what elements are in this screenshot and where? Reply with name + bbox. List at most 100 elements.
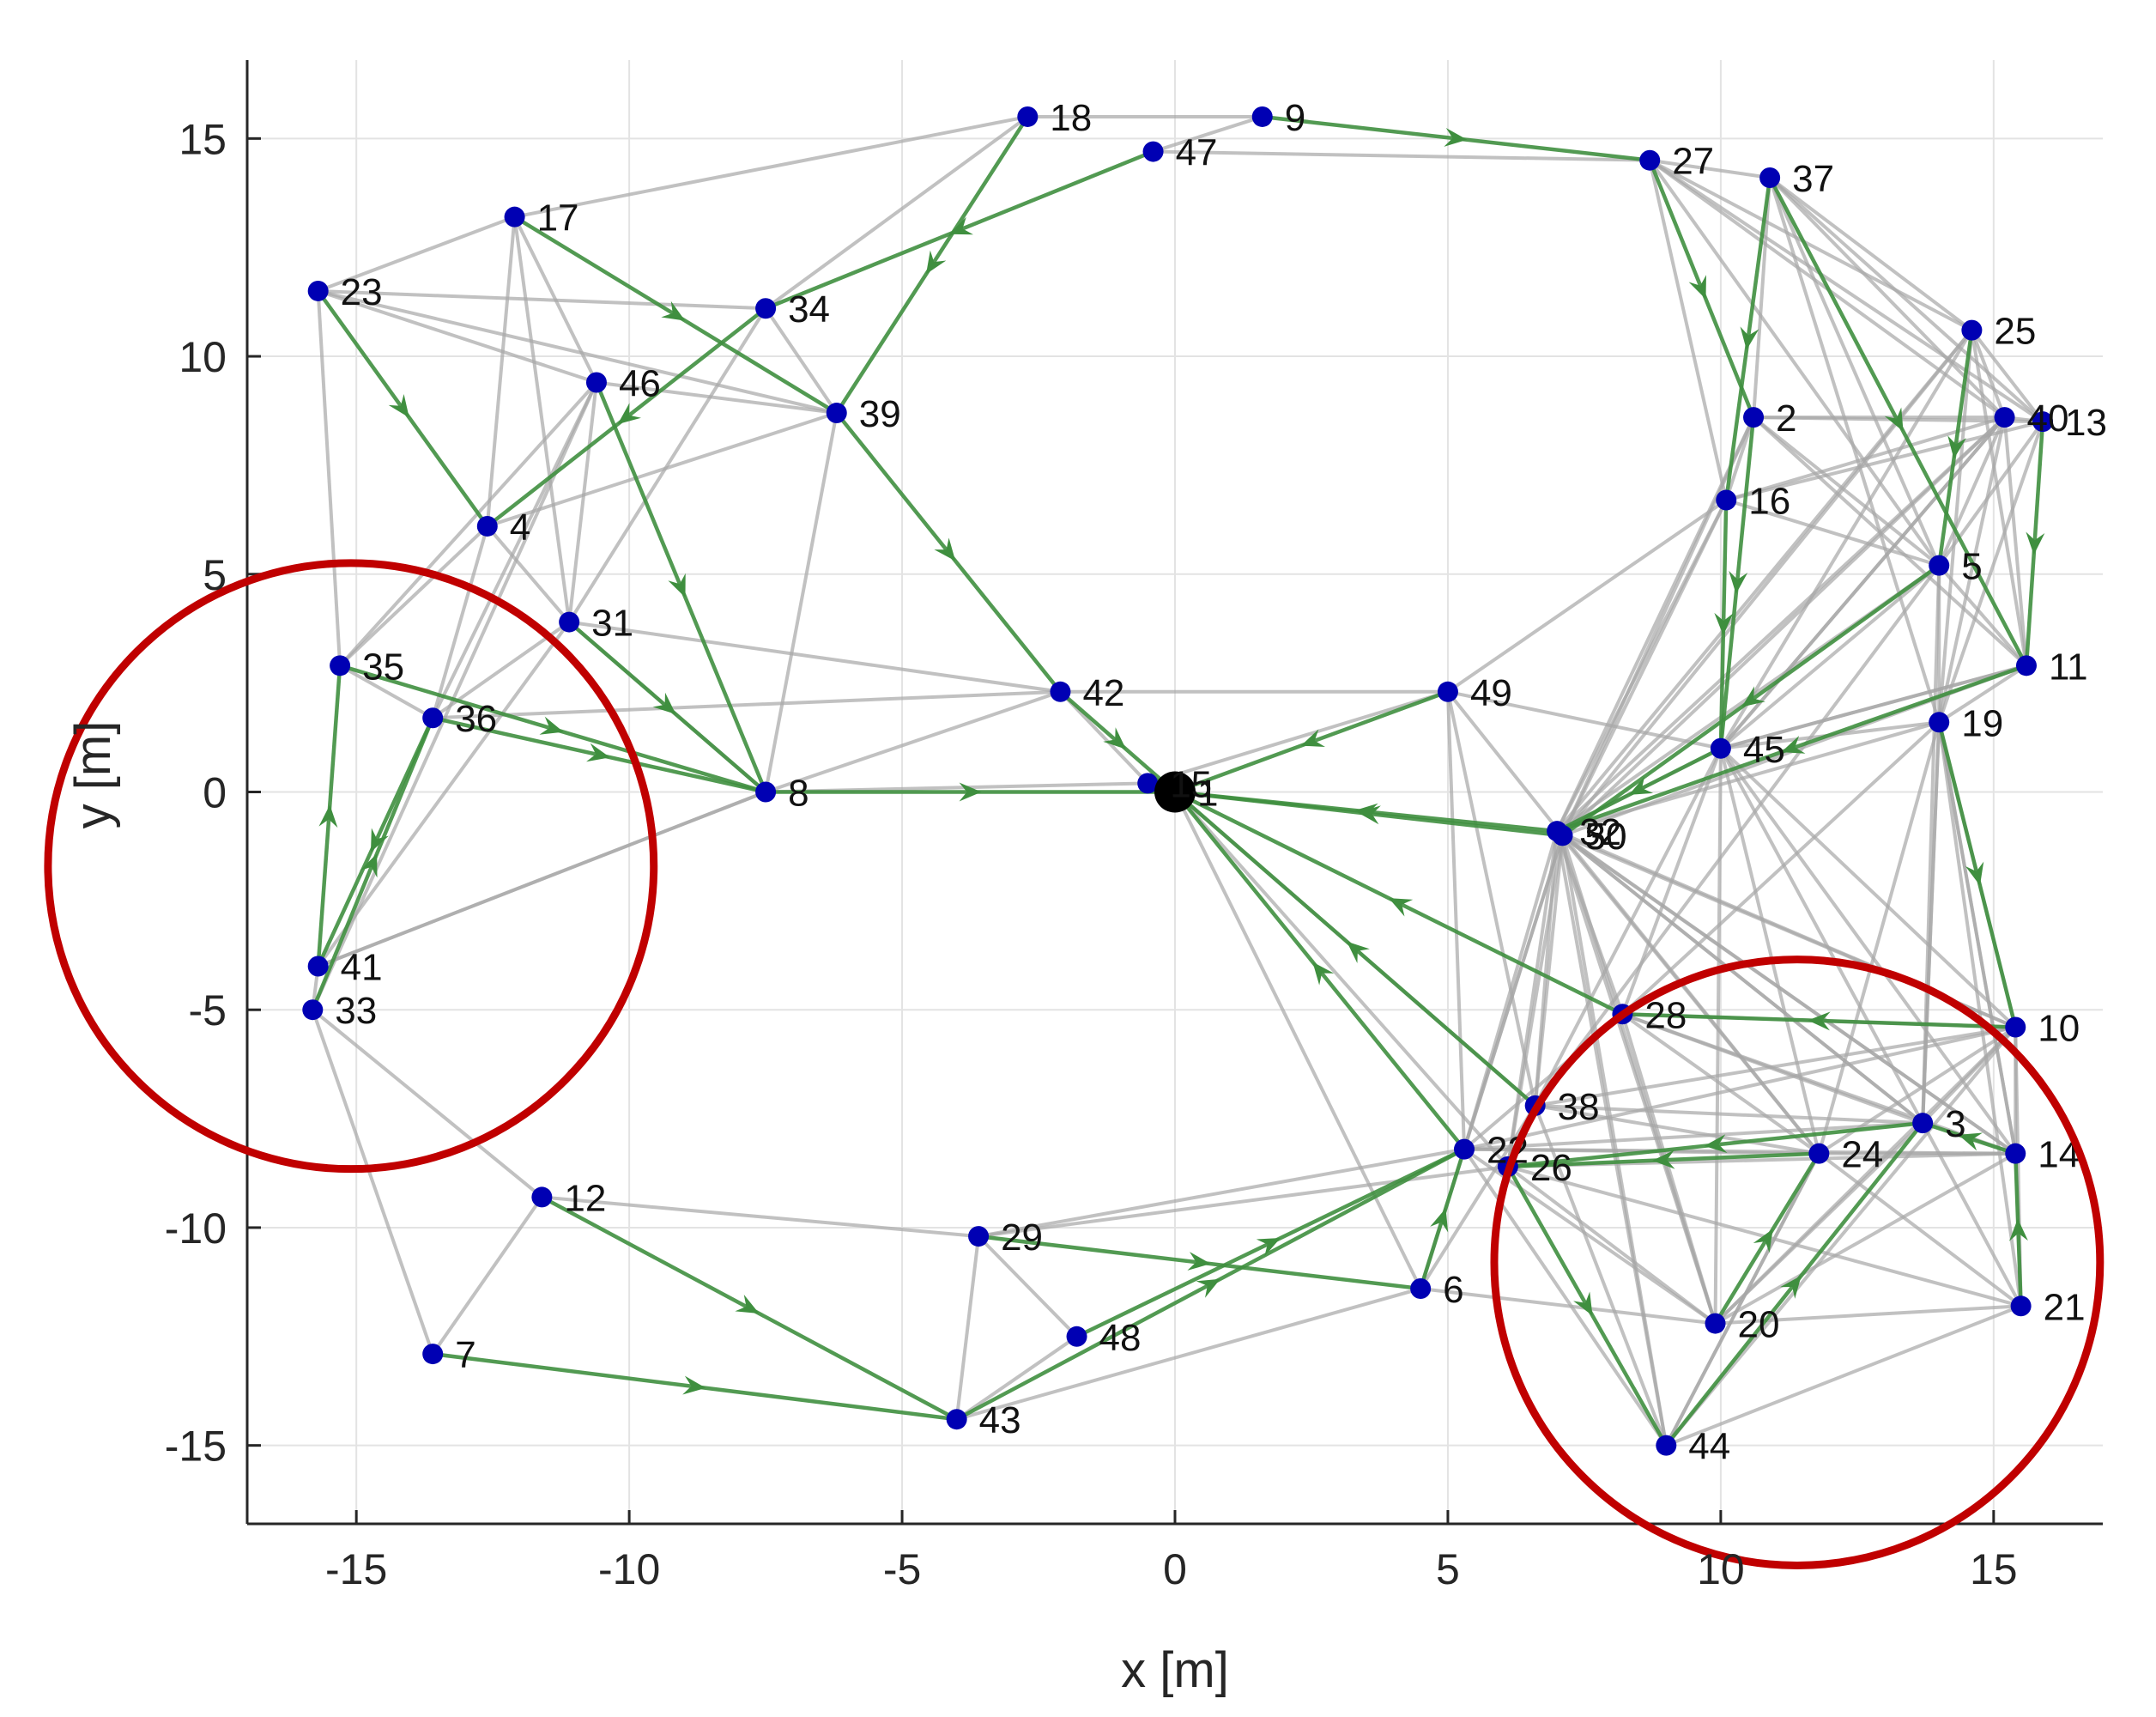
node-label: 6 — [1443, 1269, 1463, 1311]
mesh-edge — [2002, 416, 2028, 666]
mesh-edge — [1535, 1103, 1820, 1156]
tree-edge-arrow — [1196, 1278, 1220, 1298]
mesh-edge — [1153, 149, 1650, 162]
tree-edge-arrow — [948, 216, 974, 235]
tree-edge-arrow — [360, 853, 378, 878]
highlight-circles — [44, 559, 2105, 1569]
tree-edge-arrow — [1347, 941, 1370, 964]
mesh-edge — [318, 289, 597, 385]
node-label: 20 — [1738, 1304, 1780, 1346]
node-marker — [1017, 106, 1039, 127]
node-label: 48 — [1099, 1317, 1142, 1359]
mesh-edge — [1173, 791, 1422, 1289]
node-marker — [559, 611, 580, 633]
node-marker — [1743, 407, 1765, 428]
tree-edge-arrow — [959, 782, 982, 802]
node-label: 45 — [1743, 729, 1785, 771]
y-tick-label: -5 — [189, 986, 227, 1034]
mesh-edge — [338, 525, 489, 667]
y-tick-label: 10 — [179, 333, 227, 381]
mesh-edge — [1937, 416, 2007, 567]
mesh-edge — [487, 411, 838, 528]
mesh-edge — [1664, 1026, 2017, 1447]
mesh-edge — [1719, 416, 2007, 750]
mesh-edge — [1446, 690, 1565, 837]
mesh-edge — [1970, 329, 2044, 423]
mesh-edge — [1921, 565, 1941, 1124]
node-label: 31 — [591, 603, 633, 645]
node-label: 2 — [1776, 397, 1796, 440]
root-node-label: 1 — [1197, 773, 1218, 815]
mesh-edge — [1560, 834, 1820, 1155]
node-label: 33 — [335, 990, 377, 1032]
highlight-circle — [44, 559, 658, 1174]
mesh-edge — [1818, 1152, 2022, 1307]
node-marker — [302, 999, 324, 1021]
mesh-edge — [567, 382, 598, 622]
node-marker — [307, 280, 329, 301]
mesh-edge — [1718, 748, 1821, 1155]
x-tick-label: -5 — [883, 1545, 921, 1593]
mesh-edge — [318, 288, 766, 311]
mesh-edge — [1560, 834, 1668, 1446]
mesh-edge — [1648, 159, 1941, 567]
tree-edge-arrow — [925, 250, 947, 275]
tree-edge-arrow — [370, 828, 389, 852]
node-marker — [2005, 1143, 2026, 1164]
node-marker — [1912, 1113, 1934, 1134]
node-marker — [1929, 555, 1950, 576]
node-label: 13 — [2065, 402, 2107, 444]
mesh-edge — [311, 381, 598, 1011]
mesh-edge — [1560, 834, 1717, 1325]
mesh-edge — [764, 115, 1029, 310]
node-label: 17 — [537, 197, 579, 240]
node-label: 23 — [341, 271, 383, 313]
mesh-edge — [1447, 689, 1722, 750]
node-label: 47 — [1176, 132, 1218, 174]
mesh-edge — [1173, 791, 1510, 1168]
node-marker — [1142, 141, 1164, 162]
x-tick-label: -10 — [598, 1545, 660, 1593]
node-marker — [1137, 773, 1159, 794]
mesh-edge — [1621, 720, 1941, 1016]
mesh-edges — [311, 114, 2044, 1447]
node-label: 34 — [788, 288, 830, 331]
node-label: 44 — [1688, 1426, 1730, 1468]
node-marker — [330, 655, 351, 676]
mesh-edge — [1719, 329, 1974, 749]
node-label: 37 — [1792, 158, 1834, 200]
node-marker — [1454, 1138, 1475, 1160]
mesh-edge — [514, 115, 1028, 219]
node-marker — [2015, 655, 2037, 676]
node-label: 15 — [1170, 763, 1212, 805]
mesh-edge — [1535, 1103, 1923, 1125]
tree-edge-arrow — [1884, 407, 1904, 432]
tree-edge-arrow — [539, 716, 564, 735]
mesh-edge — [978, 1164, 1509, 1239]
mesh-edge — [312, 1008, 543, 1198]
node-marker — [755, 781, 777, 803]
node-marker — [826, 403, 847, 424]
mesh-edge — [567, 307, 767, 623]
tree-edge-arrow — [735, 1294, 760, 1314]
mesh-edge — [1445, 691, 1537, 1107]
tree-edges — [311, 114, 2045, 1447]
mesh-edge — [431, 381, 598, 719]
node-label: 29 — [1001, 1216, 1043, 1259]
node-marker — [1929, 712, 1950, 733]
tree-edge-arrow — [1354, 803, 1378, 822]
node-label: 35 — [362, 646, 404, 688]
mesh-edge — [1752, 416, 2028, 667]
node-marker — [2005, 1016, 2026, 1038]
node-marker — [504, 206, 525, 228]
node-marker — [422, 707, 444, 729]
node-marker — [1808, 1143, 1830, 1164]
node-label: 26 — [1530, 1147, 1572, 1189]
mesh-edge — [1714, 1026, 2017, 1326]
mesh-edge — [433, 689, 1061, 720]
node-marker — [968, 1226, 990, 1247]
tree-edge-arrow — [1947, 435, 1966, 459]
mesh-edge — [1818, 1025, 2017, 1156]
mesh-edge — [316, 290, 342, 666]
